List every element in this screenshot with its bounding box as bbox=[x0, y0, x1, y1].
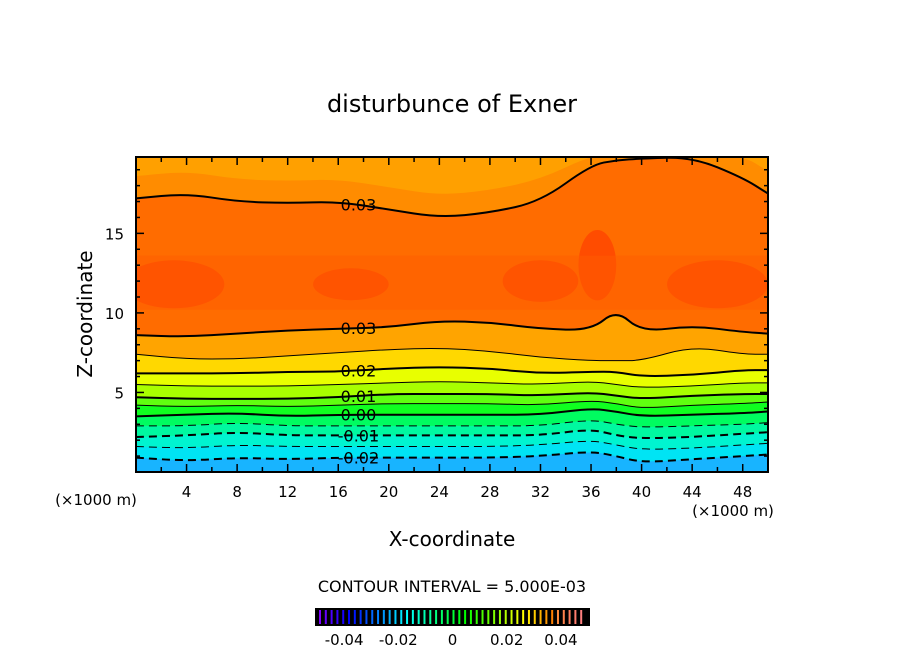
y-axis-label: Z-coordinate bbox=[73, 250, 97, 377]
colorbar-tick-label: 0.02 bbox=[490, 631, 523, 649]
colorbar-swatch bbox=[556, 610, 559, 624]
x-unit-right: (×1000 m) bbox=[692, 502, 774, 520]
colorbar-swatch bbox=[382, 610, 385, 624]
colorbar-swatch bbox=[568, 610, 571, 624]
x-tick-label: 40 bbox=[632, 483, 651, 501]
colorbar-swatch bbox=[539, 610, 542, 624]
colorbar-swatch bbox=[545, 610, 548, 624]
contour-label: 0.00 bbox=[341, 406, 377, 425]
contour-line bbox=[136, 420, 768, 428]
colorbar-swatch bbox=[516, 610, 519, 624]
y-tick-label: 10 bbox=[105, 305, 124, 323]
contour-line bbox=[136, 440, 768, 450]
x-unit-left: (×1000 m) bbox=[55, 491, 137, 509]
band-035 bbox=[136, 255, 768, 310]
colorbar-swatch bbox=[446, 610, 449, 624]
colorbar: -0.04 -0.02 0 0.02 0.04 bbox=[315, 608, 590, 649]
contour-interval-label: CONTOUR INTERVAL = 5.000E-03 bbox=[318, 577, 586, 596]
contour-line bbox=[136, 429, 768, 440]
contour-line bbox=[136, 314, 768, 338]
colorbar-swatch bbox=[429, 610, 432, 624]
colorbar-swatch bbox=[481, 610, 484, 624]
colorbar-swatch bbox=[527, 610, 530, 624]
chart-title: disturbunce of Exner bbox=[327, 90, 577, 118]
colorbar-swatch bbox=[400, 610, 403, 624]
colorbar-swatch bbox=[388, 610, 391, 624]
colorbar-swatch bbox=[365, 610, 368, 624]
colorbar-swatch bbox=[440, 610, 443, 624]
colorbar-tick-label: 0 bbox=[448, 631, 458, 649]
x-axis-label: X-coordinate bbox=[389, 527, 516, 551]
colorbar-swatch bbox=[475, 610, 478, 624]
contour-label: 0.03 bbox=[341, 196, 377, 215]
x-tick-label: 32 bbox=[531, 483, 550, 501]
contour-line bbox=[136, 366, 768, 377]
x-tick-label: 4 bbox=[182, 483, 192, 501]
x-tick-label: 24 bbox=[430, 483, 449, 501]
x-tick-label: 44 bbox=[683, 483, 702, 501]
colorbar-swatch bbox=[498, 610, 501, 624]
colorbar-swatch bbox=[336, 610, 339, 624]
colorbar-swatch bbox=[411, 610, 414, 624]
contour-label: 0.03 bbox=[341, 319, 377, 338]
contour-label: 0.02 bbox=[341, 362, 377, 381]
contour-line bbox=[136, 347, 768, 362]
contour-line bbox=[136, 451, 768, 463]
contour-line bbox=[136, 400, 768, 408]
colorbar-swatch bbox=[394, 610, 397, 624]
contour-line bbox=[136, 381, 768, 388]
colorbar-swatch bbox=[562, 610, 565, 624]
contour-line bbox=[136, 392, 768, 400]
contour-label: -0.01 bbox=[338, 426, 379, 445]
colorbar-swatch bbox=[452, 610, 455, 624]
contour-line bbox=[136, 408, 768, 418]
y-tick-label: 5 bbox=[114, 384, 124, 402]
plot-frame bbox=[135, 156, 769, 473]
colorbar-swatch bbox=[324, 610, 327, 624]
x-tick-label: 8 bbox=[232, 483, 242, 501]
contour-label: -0.02 bbox=[338, 449, 379, 468]
x-tick-label: 36 bbox=[581, 483, 600, 501]
y-tick-label: 15 bbox=[105, 225, 124, 243]
plot-area bbox=[136, 157, 768, 472]
colorbar-swatch bbox=[487, 610, 490, 624]
colorbar-swatch bbox=[371, 610, 374, 624]
colorbar-swatch bbox=[435, 610, 438, 624]
colorbar-swatch bbox=[353, 610, 356, 624]
colorbar-swatch bbox=[510, 610, 513, 624]
colorbar-swatch bbox=[522, 610, 525, 624]
contour-label: 0.01 bbox=[341, 387, 377, 406]
x-tick-label: 20 bbox=[379, 483, 398, 501]
colorbar-swatch bbox=[406, 610, 409, 624]
colorbar-swatch bbox=[469, 610, 472, 624]
colorbar-swatch bbox=[533, 610, 536, 624]
x-tick-label: 16 bbox=[329, 483, 348, 501]
colorbar-tick-label: -0.02 bbox=[379, 631, 418, 649]
colorbar-swatch bbox=[493, 610, 496, 624]
colorbar-swatch bbox=[458, 610, 461, 624]
contour-line bbox=[136, 157, 768, 217]
colorbar-swatch bbox=[574, 610, 577, 624]
colorbar-swatch bbox=[377, 610, 380, 624]
x-tick-label: 28 bbox=[480, 483, 499, 501]
colorbar-swatch bbox=[330, 610, 333, 624]
colorbar-swatch bbox=[348, 610, 351, 624]
colorbar-swatch bbox=[319, 610, 321, 624]
x-tick-label: 48 bbox=[733, 483, 752, 501]
colorbar-swatch bbox=[359, 610, 362, 624]
colorbar-swatch bbox=[423, 610, 426, 624]
colorbar-swatch bbox=[580, 610, 583, 624]
colorbar-swatch bbox=[504, 610, 507, 624]
top-band bbox=[136, 157, 768, 194]
colorbar-swatch bbox=[551, 610, 554, 624]
contour-labels: -0.02 -0.010.000.01 0.02 0.03 0.03 bbox=[338, 196, 379, 468]
colorbar-swatch bbox=[417, 610, 420, 624]
colorbar-tick-label: -0.04 bbox=[325, 631, 364, 649]
colorbar-swatch bbox=[342, 610, 345, 624]
colorbar-tick-label: 0.04 bbox=[544, 631, 577, 649]
colorbar-swatch bbox=[464, 610, 467, 624]
x-tick-label: 12 bbox=[278, 483, 297, 501]
